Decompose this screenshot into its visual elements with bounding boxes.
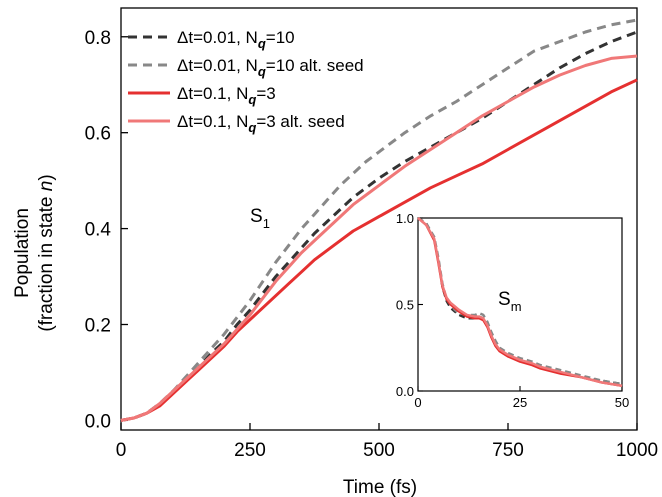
inset-y-tick-label: 0.0 (396, 384, 414, 399)
legend-label-1: Δt=0.01, Nq=10 (177, 28, 295, 51)
x-tick-label: 0 (116, 440, 127, 461)
legend-label-3: Δt=0.1, Nq=3 (177, 84, 276, 107)
y-tick-label: 0.4 (85, 220, 112, 241)
inset-series-lines (417, 216, 623, 387)
y-axis-title-line2: (fraction in state n) (36, 174, 57, 331)
inset-x-tick-label: 0 (414, 395, 421, 410)
y-tick-label: 0.6 (85, 124, 111, 145)
legend-label-2: Δt=0.01, Nq=10 alt. seed (177, 56, 364, 79)
inset-x-tick-label: 25 (513, 395, 527, 410)
y-tick-label: 0.8 (85, 28, 111, 49)
inset-chart: 0 25 50 0.0 0.5 1.0 Sm (396, 211, 629, 410)
inset-x-tick-label: 50 (615, 395, 629, 410)
x-axis-title: Time (fs) (343, 477, 417, 497)
x-tick-label: 750 (492, 440, 524, 461)
y-tick-label: 0.0 (85, 411, 111, 432)
inset-y-tick-label: 1.0 (396, 211, 414, 226)
y-axis-title: Population (fraction in state n) (12, 174, 57, 331)
series-line-4 (120, 54, 638, 422)
s1-annotation: S1 (250, 206, 270, 231)
legend-label-4: Δt=0.1, Nq=3 alt. seed (177, 112, 345, 135)
x-tick-label: 500 (363, 440, 395, 461)
main-series-lines (120, 18, 638, 422)
legend: Δt=0.01, Nq=10 Δt=0.01, Nq=10 alt. seed Δt… (128, 28, 364, 135)
y-tick-label: 0.2 (85, 316, 111, 337)
series-line-3 (120, 78, 638, 422)
x-tick-label: 1000 (616, 440, 658, 461)
x-tick-label: 250 (234, 440, 266, 461)
inset-series-line-4 (417, 217, 623, 387)
inset-axis-ticks: 0 25 50 0.0 0.5 1.0 (396, 211, 629, 410)
y-axis-title-line1: Population (12, 208, 33, 298)
sm-annotation: Sm (498, 289, 522, 314)
inset-y-tick-label: 0.5 (396, 298, 414, 313)
series-line-2 (120, 18, 638, 422)
